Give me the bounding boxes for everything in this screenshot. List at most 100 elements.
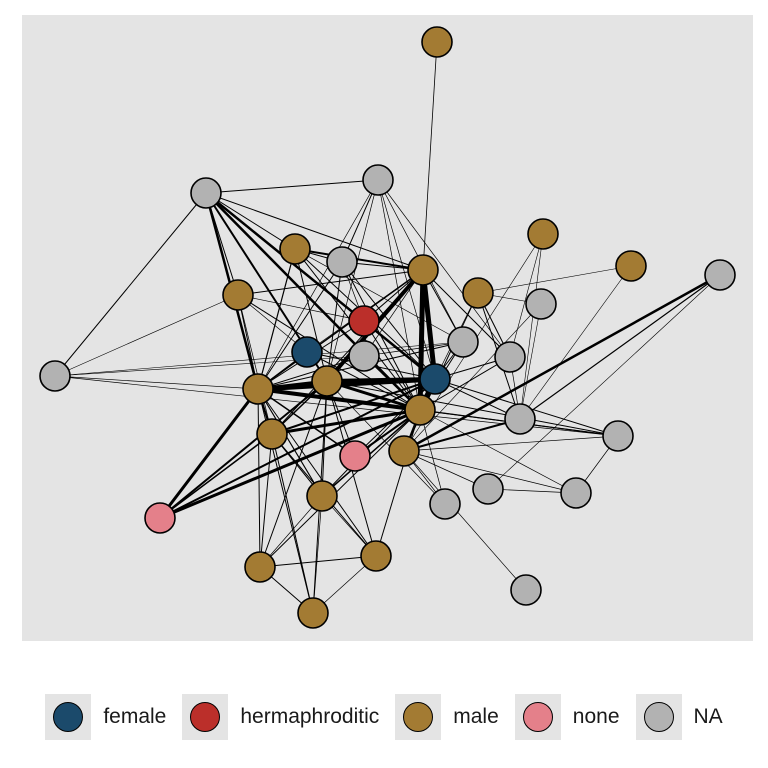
graph-node-na [326, 246, 358, 278]
legend-item-male: male [395, 694, 499, 740]
graph-node-na [560, 477, 592, 509]
graph-edge [341, 261, 421, 411]
legend-swatch-hermaphroditic [190, 702, 221, 732]
graph-edge [257, 388, 323, 497]
graph-edge [237, 294, 259, 390]
graph-node-none [339, 440, 371, 472]
legend-label: hermaphroditic [240, 705, 380, 728]
graph-edge [321, 409, 421, 497]
graph-node-male [306, 480, 338, 512]
graph-edge [205, 192, 296, 250]
graph-node-male [360, 540, 392, 572]
graph-node-female [291, 336, 323, 368]
graph-edge [509, 233, 544, 358]
graph-node-na [504, 403, 536, 435]
legend-swatch-male [403, 702, 434, 732]
graph-node-na [494, 341, 526, 373]
legend-swatch-female [53, 702, 84, 732]
legend-item-na: NA [635, 694, 723, 740]
graph-edge [159, 433, 273, 519]
graph-node-na [429, 488, 461, 520]
legend-swatch-none [522, 702, 553, 732]
graph-edge [354, 378, 436, 457]
graph-edge [363, 320, 421, 411]
legend-swatch-na [643, 702, 674, 732]
graph-edge [403, 418, 521, 452]
legend-item-hermaphroditic: hermaphroditic [182, 694, 379, 740]
graph-nodes [39, 26, 736, 629]
graph-edge [158, 387, 260, 520]
graph-edge [271, 433, 314, 614]
graph-edge [519, 274, 721, 420]
graph-edge [477, 265, 632, 294]
graph-edge [159, 380, 328, 519]
legend-key [395, 694, 442, 740]
graph-node-na [472, 473, 504, 505]
graph-node-na [447, 326, 479, 358]
legend-key [514, 694, 561, 740]
graph-node-male [297, 597, 329, 629]
graph-node-na [348, 340, 380, 372]
graph-edge [205, 192, 239, 296]
graph-edge [237, 269, 424, 296]
graph-node-male [527, 218, 559, 250]
graph-edge [403, 450, 527, 591]
graph-node-na [39, 360, 71, 392]
graph-edge [417, 267, 426, 413]
graph-edge [422, 269, 511, 358]
graph-node-male [279, 233, 311, 265]
legend-label: male [453, 705, 499, 728]
graph-edge [54, 375, 259, 390]
graph-edge [420, 267, 438, 382]
graph-node-female [419, 363, 451, 395]
graph-edge [487, 274, 721, 490]
graph-edge [422, 41, 438, 271]
legend-key [635, 694, 682, 740]
graph-edge [158, 408, 422, 520]
graph-edge [205, 192, 424, 271]
graph-edge [402, 273, 722, 453]
legend-item-none: none [514, 694, 620, 740]
graph-edge [312, 495, 323, 614]
graph-edge [403, 435, 619, 452]
graph-node-na [190, 177, 222, 209]
graph-node-male [242, 373, 274, 405]
graph-node-hermaphroditic [348, 305, 380, 337]
graph-edge [419, 409, 446, 505]
graph-edge [237, 294, 273, 435]
graph-edge [259, 409, 421, 568]
graph-edge [54, 192, 207, 377]
graph-node-male [404, 394, 436, 426]
graph-node-na [525, 288, 557, 320]
graph-edge [375, 409, 421, 557]
graph-edge [205, 179, 379, 194]
graph-node-male [256, 418, 288, 450]
graph-node-male [222, 279, 254, 311]
graph-node-male [244, 551, 276, 583]
graph-edge [326, 380, 446, 505]
graph-edge [237, 294, 365, 322]
legend-item-female: female [45, 694, 166, 740]
graph-node-none [144, 502, 176, 534]
graph-edge [237, 294, 421, 411]
graph-edge [363, 269, 424, 357]
graph-edge [204, 191, 422, 412]
graph-node-male [407, 254, 439, 286]
legend-label: female [103, 705, 167, 728]
graph-node-na [704, 259, 736, 291]
graph-node-male [615, 250, 647, 282]
graph-edge [419, 409, 577, 494]
graph-edge [519, 233, 544, 420]
graph-edge [270, 408, 422, 436]
graph-edge [363, 341, 464, 357]
graph-edge [54, 341, 464, 377]
graph-edge [259, 433, 273, 568]
graph-edge [325, 377, 437, 383]
graph-edge [54, 294, 239, 377]
graph-edge [519, 265, 632, 420]
legend-label: none [572, 705, 620, 728]
graph-node-male [462, 277, 494, 309]
graph-node-na [510, 574, 542, 606]
graph-edge [159, 378, 436, 519]
